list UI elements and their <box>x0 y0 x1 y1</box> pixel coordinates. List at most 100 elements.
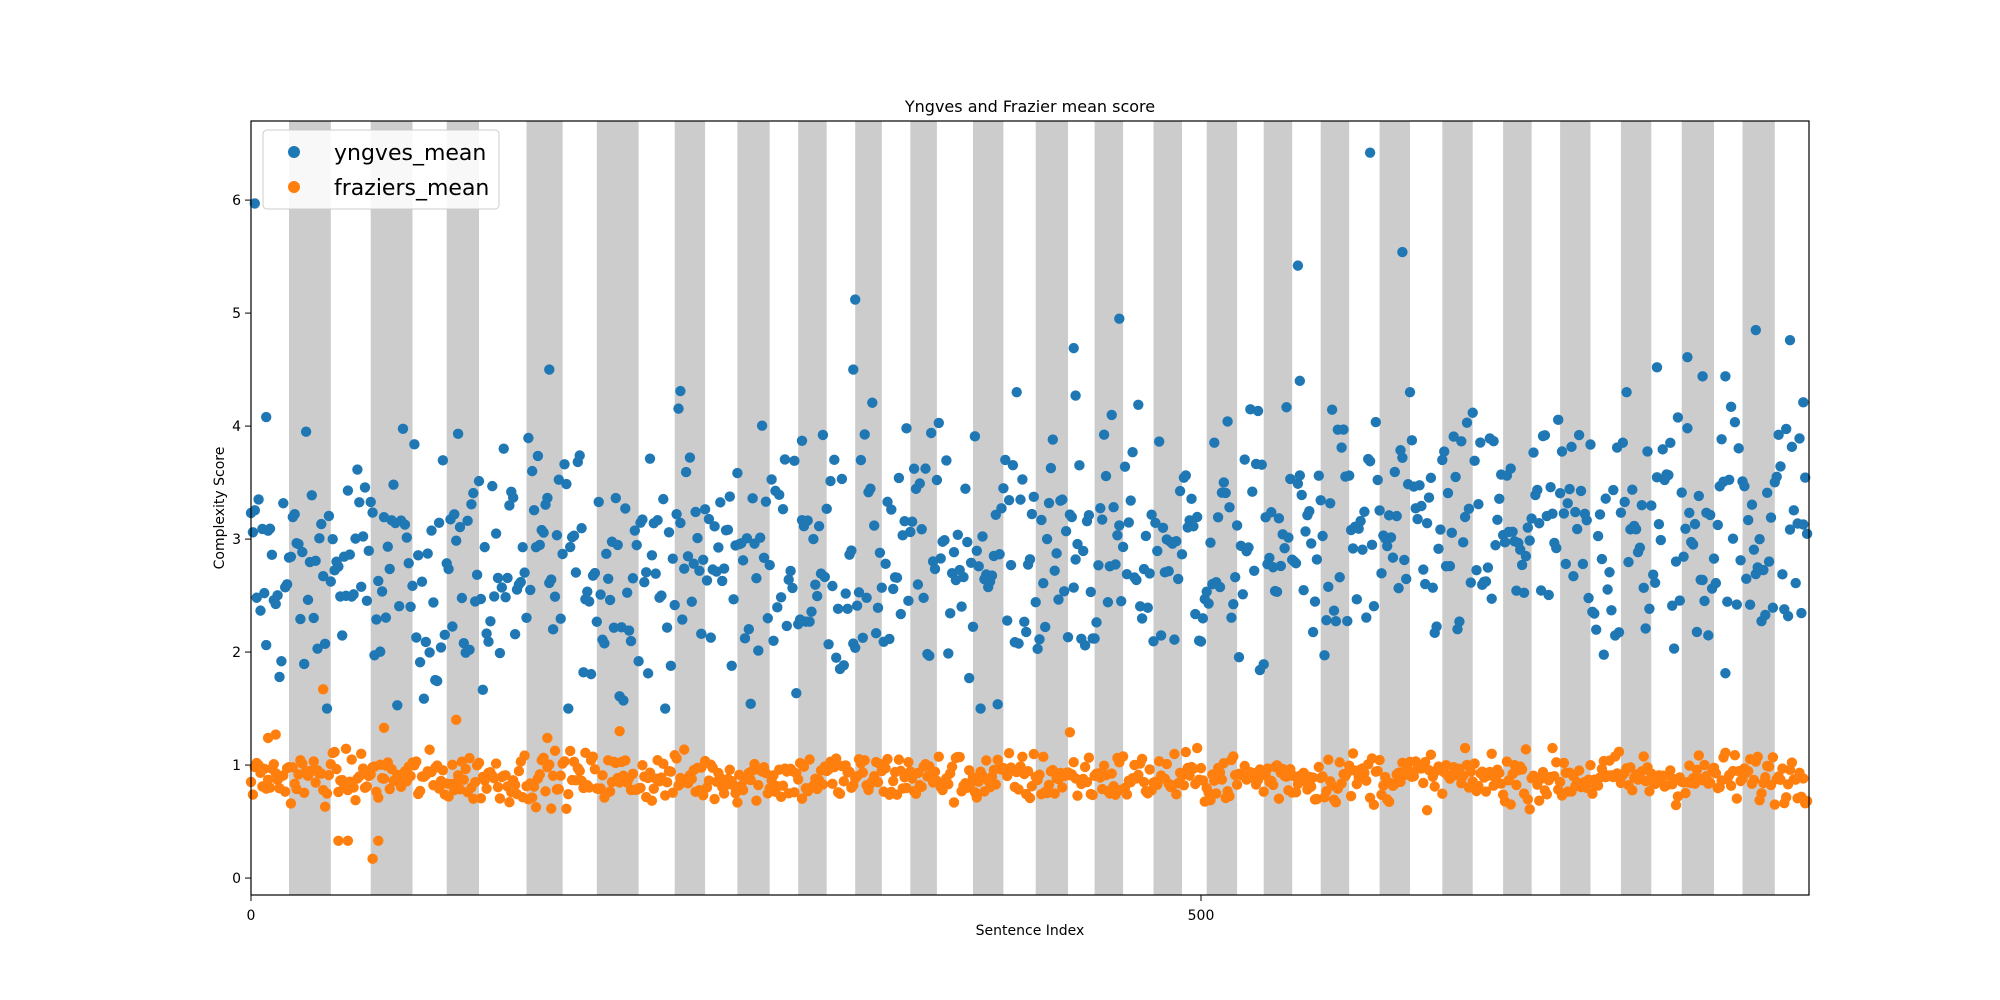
point-yngves_mean <box>1649 577 1661 588</box>
point-yngves_mean <box>515 576 526 588</box>
point-fraziers_mean <box>1334 757 1345 768</box>
point-yngves_mean <box>1060 526 1072 537</box>
point-yngves_mean <box>433 517 445 528</box>
point-yngves_mean <box>783 574 794 585</box>
point-yngves_mean <box>1636 499 1648 511</box>
point-yngves_mean <box>610 492 621 504</box>
point-yngves_mean <box>1024 554 1036 565</box>
point-fraziers_mean <box>1760 772 1771 783</box>
point-fraziers_mean <box>504 796 515 808</box>
point-yngves_mean <box>1019 616 1030 628</box>
point-yngves_mean <box>451 535 462 546</box>
point-yngves_mean <box>1144 568 1155 579</box>
point-yngves_mean <box>1720 668 1731 679</box>
point-yngves_mean <box>1228 598 1239 610</box>
point-yngves_mean <box>302 594 314 606</box>
point-yngves_mean <box>1389 466 1401 478</box>
point-fraziers_mean <box>834 788 846 799</box>
point-fraziers_mean-outlier <box>1064 727 1076 738</box>
point-fraziers_mean <box>1786 757 1798 768</box>
point-yngves_mean <box>739 633 751 644</box>
point-fraziers_mean <box>929 766 941 778</box>
point-yngves_mean <box>756 420 768 431</box>
point-fraziers_mean <box>745 774 756 786</box>
point-fraziers_mean <box>1592 780 1604 791</box>
point-yngves_mean <box>1543 589 1554 601</box>
point-fraziers_mean <box>329 746 340 758</box>
point-yngves_mean <box>948 547 960 558</box>
point-yngves_mean <box>1733 443 1744 454</box>
point-yngves_mean <box>1062 632 1074 643</box>
point-yngves_mean <box>1800 472 1811 483</box>
point-yngves_mean <box>1007 460 1019 471</box>
point-fraziers_mean <box>264 782 276 793</box>
point-yngves_mean <box>1298 584 1309 596</box>
point-yngves_mean <box>1205 537 1216 548</box>
point-fraziers_mean <box>555 770 566 781</box>
point-yngves_mean <box>812 590 823 602</box>
point-fraziers_mean <box>1013 784 1024 795</box>
point-yngves_mean <box>420 636 431 648</box>
point-yngves_mean <box>967 621 979 632</box>
point-yngves_mean <box>1374 505 1385 516</box>
point-fraziers_mean <box>1625 762 1636 773</box>
point-fraziers_mean <box>1665 765 1676 776</box>
point-yngves_mean <box>392 700 403 711</box>
point-fraziers_mean <box>916 781 927 793</box>
point-fraziers_mean <box>981 755 992 766</box>
point-yngves_mean <box>1492 514 1503 526</box>
point-fraziers_mean <box>796 793 808 804</box>
point-fraziers_mean <box>1068 756 1079 768</box>
point-yngves_mean <box>701 575 713 586</box>
point-yngves_mean <box>1712 519 1724 531</box>
point-fraziers_mean <box>838 776 849 787</box>
point-yngves_mean <box>1722 596 1733 607</box>
point-yngves_mean <box>660 703 671 714</box>
point-yngves_mean <box>432 675 443 687</box>
point-yngves_mean <box>466 499 477 510</box>
point-fraziers_mean <box>1511 779 1522 791</box>
point-fraziers_mean <box>1195 762 1207 774</box>
point-yngves_mean <box>1427 582 1439 593</box>
point-yngves_mean <box>1490 540 1501 551</box>
point-yngves_mean <box>1439 446 1450 457</box>
point-fraziers_mean <box>574 765 585 777</box>
point-yngves_mean <box>679 563 690 574</box>
point-fraziers_mean <box>378 773 390 784</box>
point-yngves_mean <box>517 542 528 553</box>
point-fraziers_mean <box>1699 759 1710 771</box>
point-yngves_mean <box>1744 599 1756 610</box>
point-yngves_mean <box>264 523 276 534</box>
point-yngves_mean <box>494 647 506 659</box>
point-yngves_mean <box>1148 636 1159 647</box>
point-yngves_mean <box>316 518 327 530</box>
point-yngves_mean <box>1585 439 1596 450</box>
point-fraziers_mean <box>1192 742 1203 754</box>
point-yngves_mean <box>595 589 606 600</box>
point-fraziers_mean <box>1330 797 1342 808</box>
point-yngves_mean <box>1311 554 1323 565</box>
point-fraziers_mean <box>1798 773 1809 784</box>
point-yngves_mean <box>1621 386 1632 398</box>
point-yngves_mean <box>1011 386 1022 398</box>
point-yngves_mean <box>1539 430 1551 441</box>
point-yngves_mean <box>838 660 849 671</box>
point-yngves_mean <box>1634 542 1646 553</box>
point-yngves_mean <box>971 545 982 556</box>
point-fraziers_mean <box>859 755 870 766</box>
point-yngves_mean <box>777 503 789 515</box>
point-yngves_mean <box>479 541 490 553</box>
point-yngves_mean <box>1136 613 1148 624</box>
point-yngves_mean <box>1437 454 1448 466</box>
point-fraziers_mean <box>933 751 944 762</box>
point-yngves_mean <box>1458 537 1469 548</box>
point-yngves_mean <box>1059 586 1070 597</box>
point-fraziers_mean <box>1106 768 1117 779</box>
point-yngves_mean <box>428 597 439 608</box>
point-yngves_mean-outlier <box>1784 335 1796 346</box>
point-yngves_mean <box>682 551 694 562</box>
point-fraziers_mean <box>285 798 297 809</box>
point-yngves_mean <box>768 635 779 646</box>
point-yngves_mean <box>1057 494 1068 505</box>
point-yngves_mean <box>1433 543 1444 554</box>
